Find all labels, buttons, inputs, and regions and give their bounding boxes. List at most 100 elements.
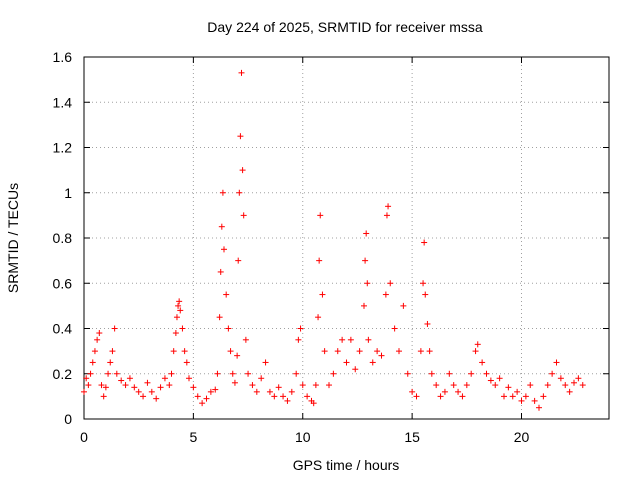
data-point: [362, 257, 369, 264]
data-point: [421, 239, 428, 246]
data-point: [231, 379, 238, 386]
data-point: [417, 348, 424, 355]
data-point: [293, 370, 300, 377]
y-axis-label: SRMTID / TECUs: [5, 183, 21, 293]
data-point: [385, 203, 392, 210]
data-point: [238, 69, 245, 76]
y-tick-label: 0: [64, 411, 72, 427]
data-point: [183, 359, 190, 366]
data-point: [109, 348, 116, 355]
data-point: [105, 370, 112, 377]
y-tick-label: 0.4: [53, 321, 73, 337]
data-point: [223, 291, 230, 298]
data-point: [330, 370, 337, 377]
data-point: [217, 268, 224, 275]
data-point: [531, 397, 538, 404]
data-point: [319, 291, 326, 298]
data-point: [83, 375, 90, 382]
data-point: [433, 382, 440, 389]
data-point: [364, 280, 371, 287]
data-point: [463, 382, 470, 389]
data-point: [356, 348, 363, 355]
data-point: [404, 370, 411, 377]
data-point: [157, 384, 164, 391]
data-point: [536, 404, 542, 411]
x-tick-label: 5: [189, 429, 197, 445]
data-point: [234, 352, 241, 359]
data-point: [135, 388, 142, 395]
data-point: [258, 375, 265, 382]
data-point: [262, 359, 269, 366]
data-point: [553, 359, 560, 366]
grid-lines: [84, 57, 609, 419]
data-point: [186, 375, 192, 382]
data-point: [166, 382, 173, 389]
data-point: [562, 382, 569, 389]
data-point: [207, 388, 214, 395]
x-tick-label: 10: [295, 429, 311, 445]
data-point: [237, 133, 244, 140]
data-point: [280, 393, 287, 400]
data-point: [107, 359, 114, 366]
data-point: [316, 257, 323, 264]
data-point: [527, 382, 534, 389]
data-point: [304, 393, 311, 400]
y-tick-label: 1.4: [53, 94, 73, 110]
x-tick-label: 0: [80, 429, 88, 445]
data-point: [549, 370, 556, 377]
data-point: [218, 223, 225, 230]
data-point: [365, 336, 372, 343]
data-point: [566, 388, 573, 395]
data-point: [544, 382, 551, 389]
data-point: [131, 384, 138, 391]
data-point: [518, 397, 525, 404]
data-point: [383, 212, 390, 219]
data-point: [89, 359, 96, 366]
data-point: [266, 388, 273, 395]
data-point: [249, 382, 256, 389]
data-point: [391, 325, 398, 332]
data-point: [203, 395, 210, 402]
data-point: [509, 393, 516, 400]
data-point: [194, 393, 201, 400]
data-point: [297, 325, 304, 332]
x-tick-label: 20: [514, 429, 530, 445]
data-point: [487, 377, 494, 384]
data-point: [361, 302, 367, 309]
x-tick-label: 15: [404, 429, 420, 445]
y-tick-labels: 0 0.2 0.4 0.6 0.8 1 1.2 1.4 1.6: [53, 49, 73, 427]
data-point: [111, 325, 118, 332]
data-point: [140, 393, 147, 400]
data-point: [100, 393, 107, 400]
data-point: [153, 395, 160, 402]
data-point: [382, 291, 389, 298]
data-point: [214, 370, 221, 377]
data-point: [245, 370, 252, 377]
data-point: [172, 330, 179, 337]
x-axis-label: GPS time / hours: [293, 457, 400, 473]
y-tick-label: 1.2: [53, 140, 73, 156]
data-point: [225, 325, 232, 332]
data-point: [420, 280, 427, 287]
data-point: [113, 370, 120, 377]
data-point: [455, 388, 462, 395]
data-point: [299, 382, 306, 389]
data-point: [161, 375, 168, 382]
data-point: [312, 382, 319, 389]
data-point: [148, 388, 155, 395]
data-point: [339, 336, 346, 343]
data-point: [514, 388, 521, 395]
data-point: [363, 230, 370, 237]
data-point: [310, 400, 317, 407]
data-point: [501, 393, 507, 400]
data-point: [235, 257, 242, 264]
data-point: [315, 314, 322, 321]
data-point: [87, 370, 94, 377]
data-points: [81, 69, 586, 411]
data-point: [168, 370, 175, 377]
data-point: [347, 336, 354, 343]
data-point: [571, 379, 577, 386]
data-point: [229, 370, 236, 377]
data-point: [459, 393, 466, 400]
